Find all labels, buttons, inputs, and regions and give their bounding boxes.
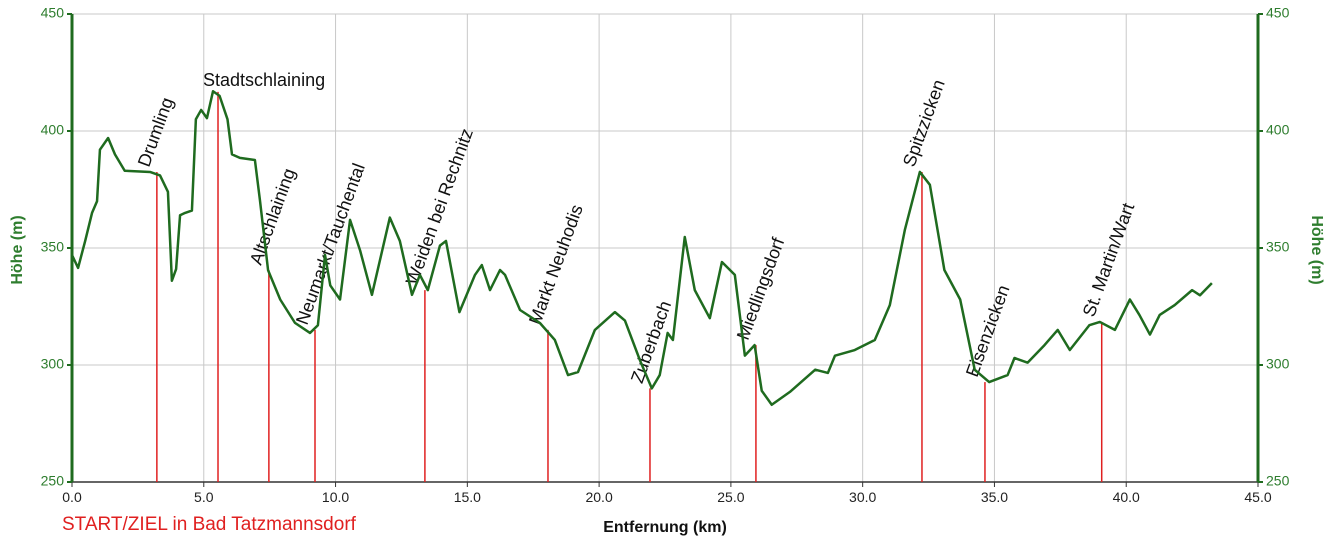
y2-tick-label: 400 [1266,122,1290,138]
place-label: Markt Neuhodis [525,202,587,327]
x-tick-label: 25.0 [717,489,744,505]
y2-axis-label: Höhe (m) [1308,215,1325,284]
x-tick-label: 0.0 [62,489,82,505]
y-tick-label: 450 [41,5,65,21]
x-tick-label: 5.0 [194,489,214,505]
note: START/ZIEL in Bad Tatzmannsdorf [62,514,357,535]
x-tick-label: 35.0 [981,489,1008,505]
x-tick-label: 10.0 [322,489,349,505]
x-tick-label: 20.0 [585,489,612,505]
place-label: Drumling [134,95,177,170]
y-axis-label: Höhe (m) [9,215,26,284]
x-tick-label: 40.0 [1113,489,1140,505]
y-tick-label: 350 [41,239,65,255]
x-tick-label: 30.0 [849,489,876,505]
y-tick-label: 400 [41,122,65,138]
y-tick-label: 250 [41,473,65,489]
place-label: Stadtschlaining [203,70,325,90]
y-tick-label: 300 [41,356,65,372]
place-label: Spitzzicken [899,77,949,169]
place-label: Altschlaining [246,166,299,268]
x-tick-label: 45.0 [1244,489,1271,505]
y2-tick-label: 350 [1266,239,1290,255]
x-tick-label: 15.0 [454,489,481,505]
place-label: Weiden bei Rechnitz [402,126,477,288]
y2-tick-label: 300 [1266,356,1290,372]
x-axis-label: Entfernung (km) [603,519,727,536]
y2-tick-label: 450 [1266,5,1290,21]
y2-tick-label: 250 [1266,473,1290,489]
elevation-line [70,89,1213,407]
